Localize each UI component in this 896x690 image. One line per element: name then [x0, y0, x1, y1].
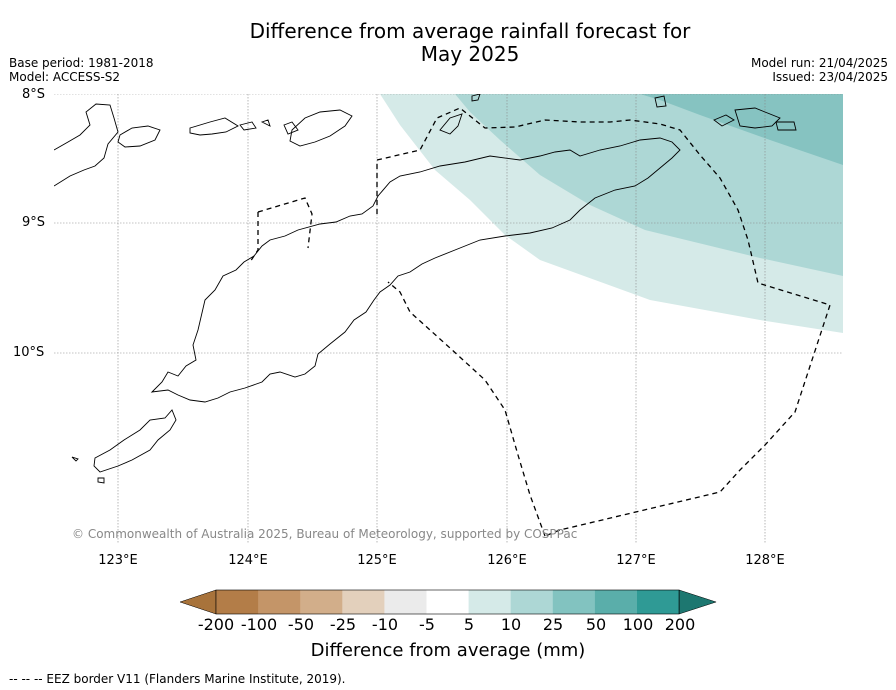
graticule — [54, 94, 843, 544]
alor-island — [189, 117, 239, 136]
sermata-island — [775, 121, 797, 131]
model-run: Model run: 21/04/2025 — [750, 56, 888, 70]
band-25-50 — [640, 94, 843, 165]
colorbar-swatch — [510, 590, 554, 614]
lat-label-9s: 9°S — [22, 215, 46, 230]
colorbar-swatch — [342, 590, 385, 614]
atauro-island — [471, 94, 481, 102]
eez-borders — [249, 107, 831, 537]
issued-date: Issued: 23/04/2025 — [772, 70, 888, 84]
colorbar-swatch — [216, 590, 259, 614]
colorbar-tick: -100 — [240, 615, 278, 634]
base-period: Base period: 1981-2018 — [9, 56, 154, 70]
colorbar-tick: 200 — [664, 615, 696, 634]
colorbar-extend-high — [678, 589, 717, 615]
eez-footnote: -- -- -- EEZ border V11 (Flanders Marine… — [9, 672, 346, 686]
rote-island — [71, 409, 177, 473]
lon-label-127e: 127°E — [616, 553, 656, 568]
lakor-island — [713, 114, 735, 127]
model-name: Model: ACCESS-S2 — [9, 70, 121, 84]
flores-east-coast — [54, 103, 119, 187]
title-line-1: Difference from average rainfall forecas… — [249, 19, 691, 43]
colorbar-tick: 50 — [585, 615, 607, 634]
map-title: Difference from average rainfall forecas… — [220, 20, 720, 66]
pantar-island — [117, 125, 161, 148]
colorbar-swatch — [258, 590, 301, 614]
small-island — [97, 477, 105, 484]
colorbar-swatch — [552, 590, 596, 614]
lon-label-126e: 126°E — [487, 553, 527, 568]
leti-island — [654, 95, 667, 108]
lon-label-125e: 125°E — [357, 553, 397, 568]
colorbar-tick: 5 — [463, 615, 475, 634]
colorbar — [179, 589, 717, 615]
eez-enclave — [249, 197, 313, 263]
colorbar-title: Difference from average (mm) — [310, 640, 586, 661]
colorbar-tick: 25 — [542, 615, 564, 634]
band-10-25 — [455, 94, 843, 276]
colorbar-tick: -25 — [329, 615, 357, 634]
north-islets — [239, 119, 299, 135]
colorbar-swatch — [426, 590, 470, 614]
colorbar-tick: -50 — [287, 615, 315, 634]
colorbar-tick: 10 — [500, 615, 522, 634]
lon-label-128e: 128°E — [745, 553, 785, 568]
colorbar-swatch — [384, 590, 427, 614]
lat-label-10s: 10°S — [13, 345, 45, 360]
coastlines — [54, 94, 797, 484]
timor-island — [150, 137, 681, 403]
colorbar-tick: -200 — [197, 615, 235, 634]
colorbar-tick: 100 — [622, 615, 654, 634]
copyright-notice: © Commonwealth of Australia 2025, Bureau… — [72, 527, 578, 541]
title-line-2: May 2025 — [420, 42, 520, 66]
wetar-island — [289, 109, 353, 147]
meta-left: Base period: 1981-2018 Model: ACCESS-S2 — [9, 56, 154, 84]
colorbar-extend-low — [179, 589, 217, 615]
eez-border-south — [387, 281, 546, 537]
colorbar-outline — [215, 589, 680, 615]
meta-right: Model run: 21/04/2025 Issued: 23/04/2025 — [751, 56, 888, 84]
map-area — [54, 94, 843, 544]
colorbar-tick: -10 — [371, 615, 399, 634]
lon-label-124e: 124°E — [228, 553, 268, 568]
colorbar-swatch — [300, 590, 343, 614]
lon-label-123e: 123°E — [98, 553, 138, 568]
colorbar-swatch — [637, 590, 680, 614]
colorbar-tick: -5 — [419, 615, 435, 634]
kisar-island — [439, 113, 463, 135]
eez-border-north — [376, 107, 831, 537]
lat-label-8s: 8°S — [22, 87, 46, 102]
colorbar-swatch — [468, 590, 512, 614]
colorbar-swatch — [594, 590, 638, 614]
